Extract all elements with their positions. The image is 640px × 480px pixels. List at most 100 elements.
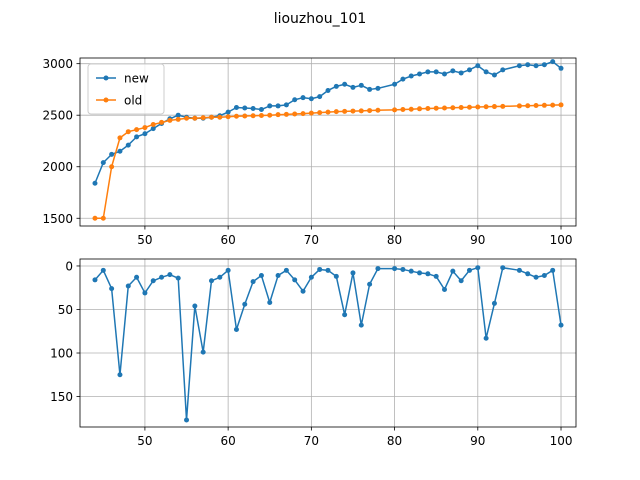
bottom-series-0-point (100, 267, 106, 273)
bottom-series-0-point (250, 279, 256, 285)
top-old-point (208, 114, 214, 120)
top-new-point (533, 63, 539, 69)
top-new-point (500, 67, 506, 73)
top-old-point (525, 103, 531, 109)
top-old-point (142, 125, 148, 131)
bottom-series-0-point (466, 267, 472, 273)
bottom-series-0-point (300, 288, 306, 294)
top-old-point (109, 164, 115, 170)
top-new-point (134, 134, 140, 140)
bottom-series-0-point (242, 301, 248, 307)
top-new-point (142, 131, 148, 137)
top-new-point (258, 107, 264, 113)
top-legend-label-new: new (124, 72, 149, 86)
bottom-y-tick-label-0: 0 (65, 259, 73, 273)
top-old-point (558, 102, 564, 108)
bottom-series-0-point (117, 372, 123, 378)
top-old-point (117, 135, 123, 141)
bottom-series-0-point (333, 273, 339, 279)
top-old-point (442, 105, 448, 111)
top-old-point (300, 111, 306, 117)
bottom-axes-frame (79, 258, 577, 428)
top-new-point (175, 112, 181, 118)
top-old-point (491, 104, 497, 110)
top-axes-frame (79, 57, 577, 227)
bottom-series-0-point (541, 273, 547, 279)
top-new-point (342, 81, 348, 87)
bottom-series-0-point (317, 266, 323, 272)
bottom-x-tick-label-4: 90 (470, 434, 485, 448)
bottom-series-0-point (184, 417, 190, 423)
top-old-point (200, 115, 206, 121)
bottom-series-0-point (134, 274, 140, 280)
top-new-point (483, 69, 489, 75)
top-legend: new old (87, 63, 165, 115)
bottom-series-0-point (142, 290, 148, 296)
bottom-series-0-point (516, 267, 522, 273)
top-x-tick-label-5: 100 (550, 233, 573, 247)
top-old-point (150, 121, 156, 127)
top-old-point (308, 110, 314, 116)
top-old-point (475, 104, 481, 110)
top-y-tick-label-0: 1500 (42, 212, 73, 226)
top-old-point (333, 109, 339, 115)
top-new-point (408, 73, 414, 79)
top-new-point (267, 103, 273, 109)
top-new-point (242, 105, 248, 111)
bottom-series-0-point (442, 286, 448, 292)
bottom-series-0-point (392, 266, 398, 272)
top-new-point (433, 69, 439, 75)
bottom-series-0-point (558, 322, 564, 328)
top-legend-marker-new (103, 75, 109, 81)
top-old-point (250, 113, 256, 119)
bottom-series-0-point (375, 266, 381, 272)
top-new-point (300, 95, 306, 101)
bottom-series-0-point (267, 300, 273, 306)
top-old-point (275, 112, 281, 118)
top-new-point (491, 72, 497, 78)
top-old-point (283, 111, 289, 117)
top-old-point (92, 215, 98, 221)
bottom-series-0-point (450, 268, 456, 274)
top-old-point (192, 115, 198, 121)
bottom-series-0-point (275, 273, 281, 279)
bottom-x-tick-label-5: 100 (550, 434, 573, 448)
top-x-tick-label-1: 60 (220, 233, 235, 247)
top-old-point (433, 105, 439, 111)
bottom-series-0-point (417, 270, 423, 276)
bottom-series-0-point (458, 278, 464, 284)
top-new-point (350, 84, 356, 90)
bottom-series-0-point (200, 349, 206, 355)
bottom-series-0-point (342, 312, 348, 318)
top-new-point (109, 151, 115, 157)
bottom-series-0-point (500, 265, 506, 271)
bottom-series-0-point (283, 267, 289, 273)
bottom-series-0-point (217, 274, 223, 280)
top-new-point (125, 142, 131, 148)
bottom-y-tick-label-2: 100 (50, 347, 73, 361)
top-new-point (541, 62, 547, 68)
bottom-series-0-point (109, 286, 115, 292)
bottom-series-0-point (425, 271, 431, 277)
bottom-series-0-point (433, 273, 439, 279)
bottom-series-0-point (350, 270, 356, 276)
top-new-point (375, 85, 381, 91)
top-old-point (500, 103, 506, 109)
top-old-point (425, 106, 431, 112)
top-new-point (358, 82, 364, 88)
top-old-point (450, 105, 456, 111)
top-old-point (400, 107, 406, 113)
top-new-point (367, 86, 373, 92)
top-y-tick-label-1: 2000 (42, 160, 73, 174)
top-new-point (525, 62, 531, 68)
bottom-series-0-point (358, 322, 364, 328)
bottom-series-0-point (192, 303, 198, 309)
top-old-point (292, 111, 298, 117)
top-new-point (117, 148, 123, 154)
bottom-series-0-point (400, 266, 406, 272)
top-new-point (392, 81, 398, 87)
bottom-series-0-point (408, 268, 414, 274)
top-new-point (333, 83, 339, 89)
top-new-point (325, 87, 331, 93)
top-new-point (225, 109, 231, 115)
